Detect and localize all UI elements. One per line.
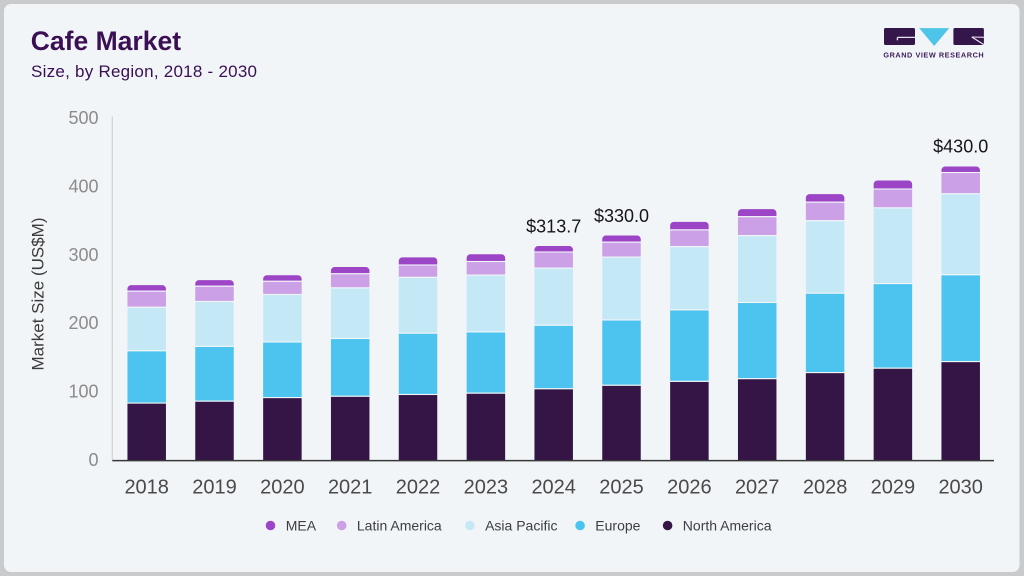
svg-text:300: 300 — [68, 245, 98, 265]
svg-text:Europe: Europe — [595, 517, 640, 533]
svg-text:Latin America: Latin America — [357, 517, 442, 533]
svg-text:0: 0 — [88, 450, 98, 470]
svg-text:Market Size (US$M): Market Size (US$M) — [29, 217, 48, 370]
svg-text:400: 400 — [68, 176, 98, 196]
svg-text:2023: 2023 — [464, 477, 509, 499]
svg-text:2029: 2029 — [871, 477, 916, 499]
svg-text:GRAND VIEW RESEARCH: GRAND VIEW RESEARCH — [883, 51, 984, 60]
svg-text:Size, by Region, 2018 - 2030: Size, by Region, 2018 - 2030 — [31, 62, 257, 81]
svg-text:Asia Pacific: Asia Pacific — [485, 517, 557, 533]
svg-text:2018: 2018 — [124, 477, 169, 499]
svg-text:2028: 2028 — [803, 477, 848, 499]
svg-text:2020: 2020 — [260, 477, 305, 499]
svg-text:North America: North America — [683, 517, 772, 533]
svg-text:2030: 2030 — [938, 477, 983, 499]
svg-text:2019: 2019 — [192, 477, 237, 499]
svg-text:2027: 2027 — [735, 477, 780, 499]
svg-text:2024: 2024 — [531, 477, 576, 499]
svg-text:2022: 2022 — [396, 477, 441, 499]
svg-text:$330.0: $330.0 — [594, 206, 649, 226]
svg-text:$430.0: $430.0 — [933, 137, 988, 157]
svg-text:Cafe Market: Cafe Market — [31, 26, 181, 56]
svg-text:2025: 2025 — [599, 477, 644, 499]
svg-text:500: 500 — [68, 108, 98, 128]
svg-text:2021: 2021 — [328, 477, 373, 499]
svg-text:MEA: MEA — [286, 517, 317, 533]
svg-text:2026: 2026 — [667, 477, 712, 499]
svg-text:200: 200 — [68, 313, 98, 333]
svg-text:$313.7: $313.7 — [526, 217, 581, 237]
svg-text:100: 100 — [68, 382, 98, 402]
